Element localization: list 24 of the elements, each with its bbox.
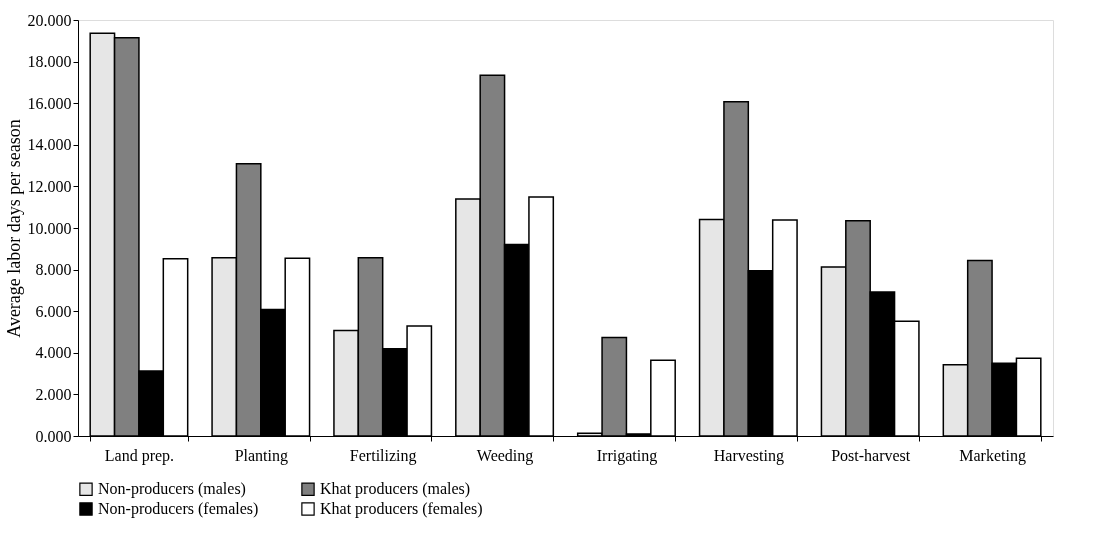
y-tick-label: 8.000 bbox=[35, 261, 72, 279]
x-tick-label: Weeding bbox=[476, 446, 534, 465]
y-tick-label: 12.000 bbox=[27, 177, 72, 195]
y-tick-label: 2.000 bbox=[35, 385, 72, 403]
legend-label: Non-producers (males) bbox=[98, 480, 246, 499]
x-tick-label: Land prep. bbox=[104, 446, 175, 465]
y-tick-label: 18.000 bbox=[27, 53, 72, 71]
x-tick-label: Irrigating bbox=[596, 446, 658, 465]
y-tick-label: 6.000 bbox=[35, 302, 72, 320]
y-tick-label: 0.000 bbox=[35, 427, 72, 445]
x-tick-label: Fertilizing bbox=[349, 446, 417, 465]
legend-label: Khat producers (females) bbox=[320, 500, 483, 518]
x-tick-label: Post-harvest bbox=[831, 446, 911, 464]
legend-label: Non-producers (females) bbox=[98, 500, 259, 518]
y-tick-label: 10.000 bbox=[27, 219, 72, 237]
y-tick-label: 4.000 bbox=[35, 344, 72, 362]
x-tick-label: Harvesting bbox=[713, 446, 784, 465]
legend-label: Khat producers (males) bbox=[320, 480, 471, 499]
y-axis-title: Average labor days per season bbox=[3, 119, 24, 338]
y-tick-label: 20.000 bbox=[27, 11, 72, 29]
x-tick-label: Planting bbox=[234, 446, 288, 465]
y-tick-label: 16.000 bbox=[27, 94, 72, 112]
y-tick-label: 14.000 bbox=[27, 136, 72, 154]
x-tick-label: Marketing bbox=[959, 446, 1026, 465]
